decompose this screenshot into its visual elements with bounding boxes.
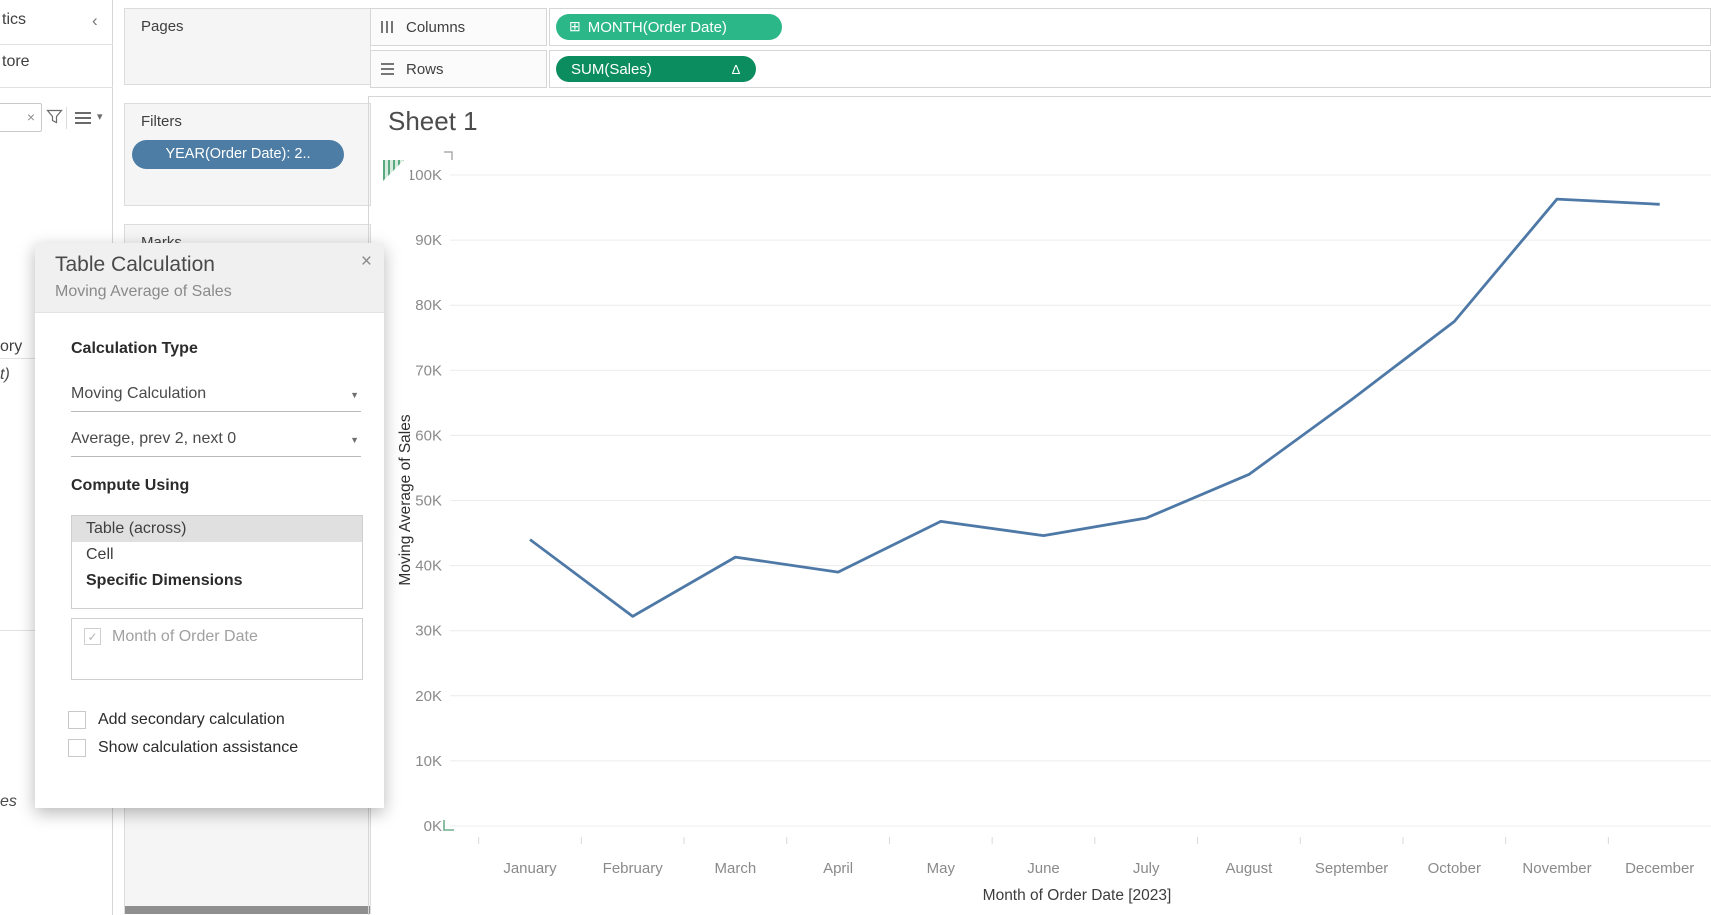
x-tick-label[interactable]: June [1027, 860, 1060, 877]
compute-option[interactable]: Table (across) [72, 516, 362, 542]
x-tick-label[interactable]: December [1625, 860, 1694, 877]
field-item-partial-generated[interactable]: t) [0, 366, 10, 383]
calculation-type-heading: Calculation Type [71, 340, 198, 357]
table-calculation-axis-flag-icon[interactable] [383, 160, 404, 181]
chevron-down-icon: ▼ [350, 390, 359, 400]
sheet-border [368, 96, 1711, 97]
calculation-type-value: Moving Calculation [71, 385, 207, 402]
dialog-header: Table Calculation Moving Average of Sale… [35, 243, 384, 313]
x-tick-label[interactable]: September [1315, 860, 1388, 877]
view-data-grid-icon[interactable] [75, 112, 91, 125]
columns-shelf-tray[interactable]: ⊞ MONTH(Order Date) [549, 8, 1711, 46]
add-secondary-label: Add secondary calculation [98, 711, 285, 728]
y-tick-label: 30K [415, 623, 442, 640]
y-tick-label: 90K [415, 232, 442, 249]
y-tick-label: 40K [415, 558, 442, 575]
search-input[interactable]: × [0, 103, 42, 132]
columns-shelf-label: Columns [406, 18, 466, 36]
x-tick-label[interactable]: July [1133, 860, 1160, 877]
clear-search-icon[interactable]: × [26, 109, 35, 125]
axis-top-corner-mark [444, 151, 453, 160]
pages-card-label: Pages [141, 18, 184, 35]
x-axis-title[interactable]: Month of Order Date [2023] [983, 887, 1172, 904]
dimension-checkbox-label: Month of Order Date [112, 628, 258, 645]
aggregation-dropdown[interactable]: Average, prev 2, next 0 ▼ [71, 430, 361, 457]
field-item-partial-measure[interactable]: es [0, 793, 17, 810]
calculation-type-dropdown[interactable]: Moving Calculation ▼ [71, 385, 361, 412]
show-assistance-label: Show calculation assistance [98, 739, 299, 756]
dimension-checkbox[interactable]: ✓ [84, 628, 101, 645]
y-tick-label: 50K [415, 493, 442, 510]
columns-shelf-header: Columns [370, 8, 547, 46]
y-tick-label: 70K [415, 362, 442, 379]
add-secondary-checkbox[interactable] [68, 711, 86, 729]
pages-card: Pages [124, 8, 371, 85]
chevron-down-icon: ▼ [350, 435, 359, 445]
y-tick-label: 20K [415, 688, 442, 705]
line-chart[interactable]: 0K 10K 20K 30K 40K 50K 60K 70K 80K 90K 100K January… [410, 140, 1711, 915]
x-tick-label[interactable]: November [1522, 860, 1591, 877]
table-calculation-dialog: Table Calculation Moving Average of Sale… [35, 243, 384, 808]
grid-options-caret-icon[interactable]: ▾ [97, 111, 103, 123]
field-item-partial[interactable]: ory [0, 338, 23, 355]
sheet-title[interactable]: Sheet 1 [388, 106, 478, 136]
show-assistance-checkbox[interactable] [68, 739, 86, 757]
divider [66, 107, 67, 129]
marks-card-scrollbar[interactable] [125, 906, 370, 914]
x-tick-label[interactable]: February [603, 860, 664, 877]
x-tick-label[interactable]: August [1226, 860, 1274, 877]
y-tick-label: 10K [415, 753, 442, 770]
x-tick-label[interactable]: March [715, 860, 757, 877]
pill-sum-label: SUM(Sales) [571, 60, 652, 78]
analytics-tab-partial[interactable]: tics [2, 11, 26, 28]
table-calc-delta-icon: ∆ [732, 61, 740, 77]
x-tick-label[interactable]: January [503, 860, 557, 877]
moving-average-line[interactable] [529, 197, 1660, 618]
compute-option[interactable]: Specific Dimensions [86, 572, 243, 589]
datasource-name-partial[interactable]: tore [2, 53, 30, 70]
aggregation-value: Average, prev 2, next 0 [71, 430, 237, 447]
pill-sum-sales[interactable]: SUM(Sales) ∆ [556, 56, 756, 82]
compute-option[interactable]: Cell [86, 546, 114, 563]
y-tick-label: 80K [415, 297, 442, 314]
compute-using-heading: Compute Using [71, 477, 190, 494]
filters-card-label: Filters [141, 113, 182, 130]
columns-shelf-icon [381, 21, 394, 33]
specific-dimensions-box[interactable]: ✓ Month of Order Date [71, 618, 363, 680]
close-icon[interactable]: × [360, 251, 372, 272]
rows-shelf-label: Rows [406, 60, 444, 78]
x-tick-label[interactable]: April [823, 860, 853, 877]
y-tick-label: 0K [424, 818, 442, 835]
rows-shelf-tray[interactable]: SUM(Sales) ∆ [549, 50, 1711, 88]
filters-card: Filters YEAR(Order Date): 2.. [124, 103, 371, 206]
x-tick-label[interactable]: October [1428, 860, 1481, 877]
dialog-subtitle: Moving Average of Sales [55, 283, 232, 300]
pill-month-label: MONTH(Order Date) [587, 18, 727, 36]
collapse-pane-icon[interactable]: ‹ [92, 11, 98, 30]
axis-bottom-corner-mark-green [443, 820, 454, 831]
x-tick-label[interactable]: May [927, 860, 956, 877]
compute-using-listbox[interactable]: Table (across) Cell Specific Dimensions [71, 515, 363, 609]
rows-shelf-header: Rows [370, 50, 547, 88]
y-tick-label: 100K [410, 167, 442, 184]
filter-funnel-icon[interactable] [46, 108, 63, 125]
y-tick-label: 60K [415, 427, 442, 444]
rows-shelf-icon [381, 63, 394, 75]
divider [0, 87, 113, 88]
dialog-title: Table Calculation [55, 253, 215, 276]
pill-month-order-date[interactable]: ⊞ MONTH(Order Date) [556, 14, 782, 40]
filter-pill-year-order-date[interactable]: YEAR(Order Date): 2.. [132, 140, 344, 169]
expand-date-icon[interactable]: ⊞ [569, 18, 581, 34]
divider [0, 44, 113, 45]
